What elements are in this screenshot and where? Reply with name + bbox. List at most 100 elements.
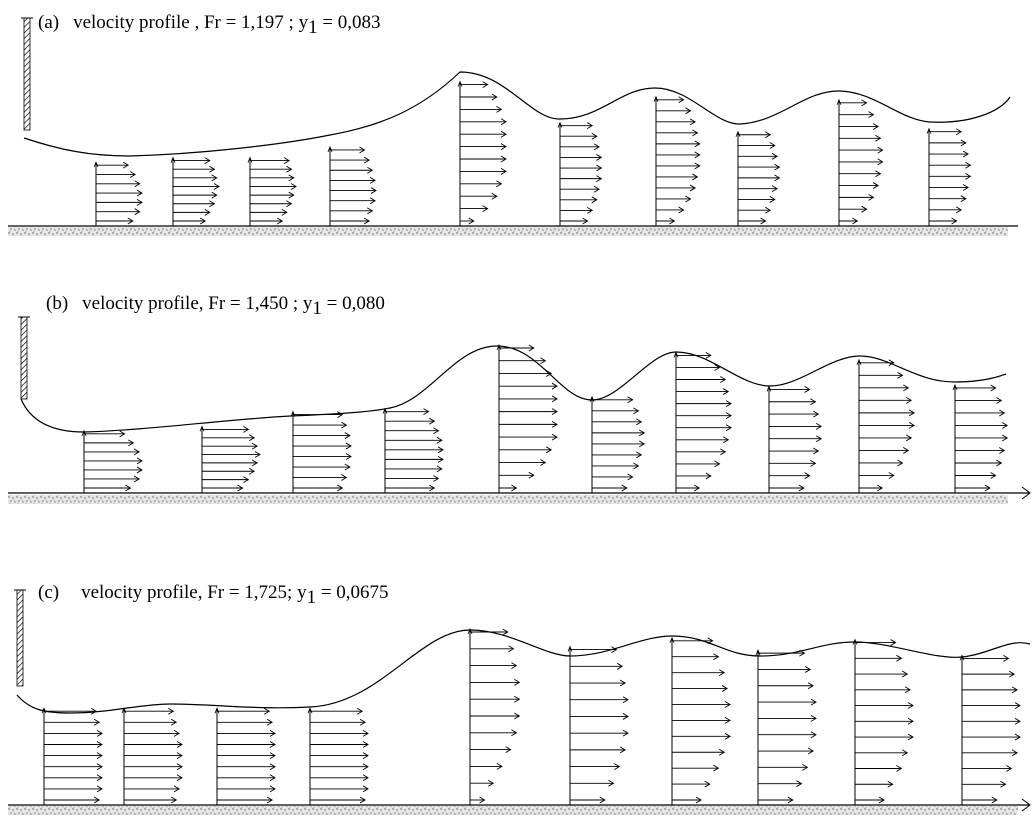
velocity-arrowhead [724, 717, 731, 724]
velocity-arrowhead [176, 763, 183, 771]
velocity-arrowhead [362, 785, 369, 793]
panel-c-station-7 [669, 636, 731, 805]
velocity-arrowhead [468, 217, 475, 225]
velocity-arrowhead [359, 718, 366, 726]
velocity-arrowhead [908, 409, 915, 417]
velocity-arrowhead [802, 763, 809, 771]
velocity-arrowhead [125, 484, 132, 492]
velocity-arrowhead [622, 696, 629, 704]
velocity-arrowhead [815, 423, 823, 430]
velocity-arrowhead [362, 741, 369, 748]
velocity-arrowhead [433, 427, 440, 435]
velocity-arrowhead [96, 730, 103, 737]
velocity-arrowhead [804, 666, 812, 673]
velocity-arrowhead [804, 386, 811, 393]
velocity-arrowhead [281, 208, 288, 216]
velocity-arrowhead [694, 162, 701, 170]
velocity-arrowhead [888, 472, 895, 479]
velocity-arrowhead [337, 411, 344, 418]
velocity-arrowhead [798, 484, 805, 492]
panel-b-water-surface [20, 345, 1007, 433]
velocity-arrowhead [907, 717, 914, 725]
panel-a-letter: (a) [38, 12, 59, 33]
velocity-arrowhead [545, 370, 553, 377]
velocity-arrowhead [713, 653, 720, 661]
velocity-arrowhead [627, 396, 634, 404]
velocity-arrowhead [251, 442, 258, 450]
velocity-arrowhead [724, 701, 731, 708]
velocity-arrowhead [1014, 717, 1021, 725]
velocity-arrowhead [692, 129, 699, 137]
velocity-arrowhead [288, 174, 295, 182]
velocity-arrowhead [176, 774, 183, 782]
panel-a-caption-tail: = 0,083 [318, 12, 381, 33]
velocity-arrowhead [482, 205, 489, 212]
panel-c-station-3 [214, 707, 276, 805]
velocity-arrowhead [725, 400, 732, 408]
velocity-arrowhead [813, 447, 820, 455]
velocity-arrowhead [170, 718, 178, 726]
velocity-arrowhead [633, 407, 640, 415]
velocity-arrowhead [799, 649, 806, 657]
panel-b-station-4 [382, 407, 444, 493]
panel-b-caption-tail: = 0,080 [322, 293, 385, 314]
velocity-arrowhead [496, 106, 503, 113]
velocity-arrowhead [500, 130, 507, 138]
velocity-arrowhead [341, 474, 348, 481]
panel-b-station-2 [199, 425, 261, 493]
velocity-arrowhead [582, 217, 589, 225]
velocity-arrowhead [907, 733, 914, 741]
velocity-arrowhead [725, 424, 732, 432]
velocity-arrowhead [344, 463, 351, 471]
panel-c: (c) velocity profile, Fr = 1,725; y1 = 0,… [8, 582, 1031, 815]
velocity-arrowhead [760, 217, 767, 225]
velocity-arrowhead [269, 763, 276, 771]
velocity-arrowhead [704, 780, 711, 788]
panel-c-station-6 [567, 645, 629, 805]
velocity-arrowhead [119, 430, 126, 438]
velocity-arrowhead [877, 158, 884, 166]
velocity-arrowhead [669, 217, 676, 225]
velocity-arrowhead [896, 765, 903, 772]
velocity-arrowhead [237, 484, 244, 492]
velocity-arrowhead [769, 196, 776, 203]
velocity-arrowhead [693, 484, 701, 492]
velocity-arrowhead [248, 434, 256, 442]
velocity-arrowhead [622, 713, 629, 720]
velocity-arrowhead [905, 396, 913, 404]
velocity-arrowhead [616, 662, 624, 670]
velocity-arrowhead [591, 196, 598, 204]
velocity-arrowhead [707, 637, 714, 645]
velocity-arrowhead [804, 472, 811, 480]
velocity-arrowhead [1014, 733, 1021, 741]
velocity-arrowhead [423, 408, 430, 416]
velocity-arrowhead [774, 163, 781, 171]
velocity-arrowhead [619, 746, 626, 754]
velocity-arrowhead [90, 707, 98, 715]
velocity-arrowhead [479, 796, 486, 804]
panel-c-channel-bed [8, 806, 1018, 815]
panel-a-channel-bed [8, 227, 1008, 236]
velocity-arrowhead [362, 752, 369, 759]
velocity-arrowhead [611, 646, 618, 653]
velocity-arrowhead [962, 184, 969, 191]
panel-a-caption-subscript: 1 [308, 17, 318, 38]
velocity-arrowhead [96, 774, 103, 782]
panel-b-caption-subscript: 1 [312, 298, 322, 319]
panel-a-caption: (a) velocity profile , Fr = 1,197 ; y1 = … [38, 12, 381, 38]
velocity-arrowhead [176, 752, 183, 759]
velocity-arrowhead [718, 748, 726, 756]
velocity-arrowhead [1011, 686, 1018, 694]
velocity-arrowhead [1006, 765, 1013, 772]
velocity-arrowhead [878, 796, 885, 804]
panel-a-station-7 [653, 95, 701, 226]
velocity-arrowhead [286, 165, 293, 173]
velocity-arrowhead [367, 166, 374, 174]
velocity-arrowhead [907, 702, 914, 709]
velocity-arrowhead [815, 435, 823, 443]
velocity-arrowhead [170, 796, 178, 804]
velocity-arrowhead [211, 174, 218, 182]
velocity-arrowhead [369, 177, 376, 184]
velocity-arrowhead [199, 217, 207, 225]
velocity-arrowhead [984, 484, 991, 492]
